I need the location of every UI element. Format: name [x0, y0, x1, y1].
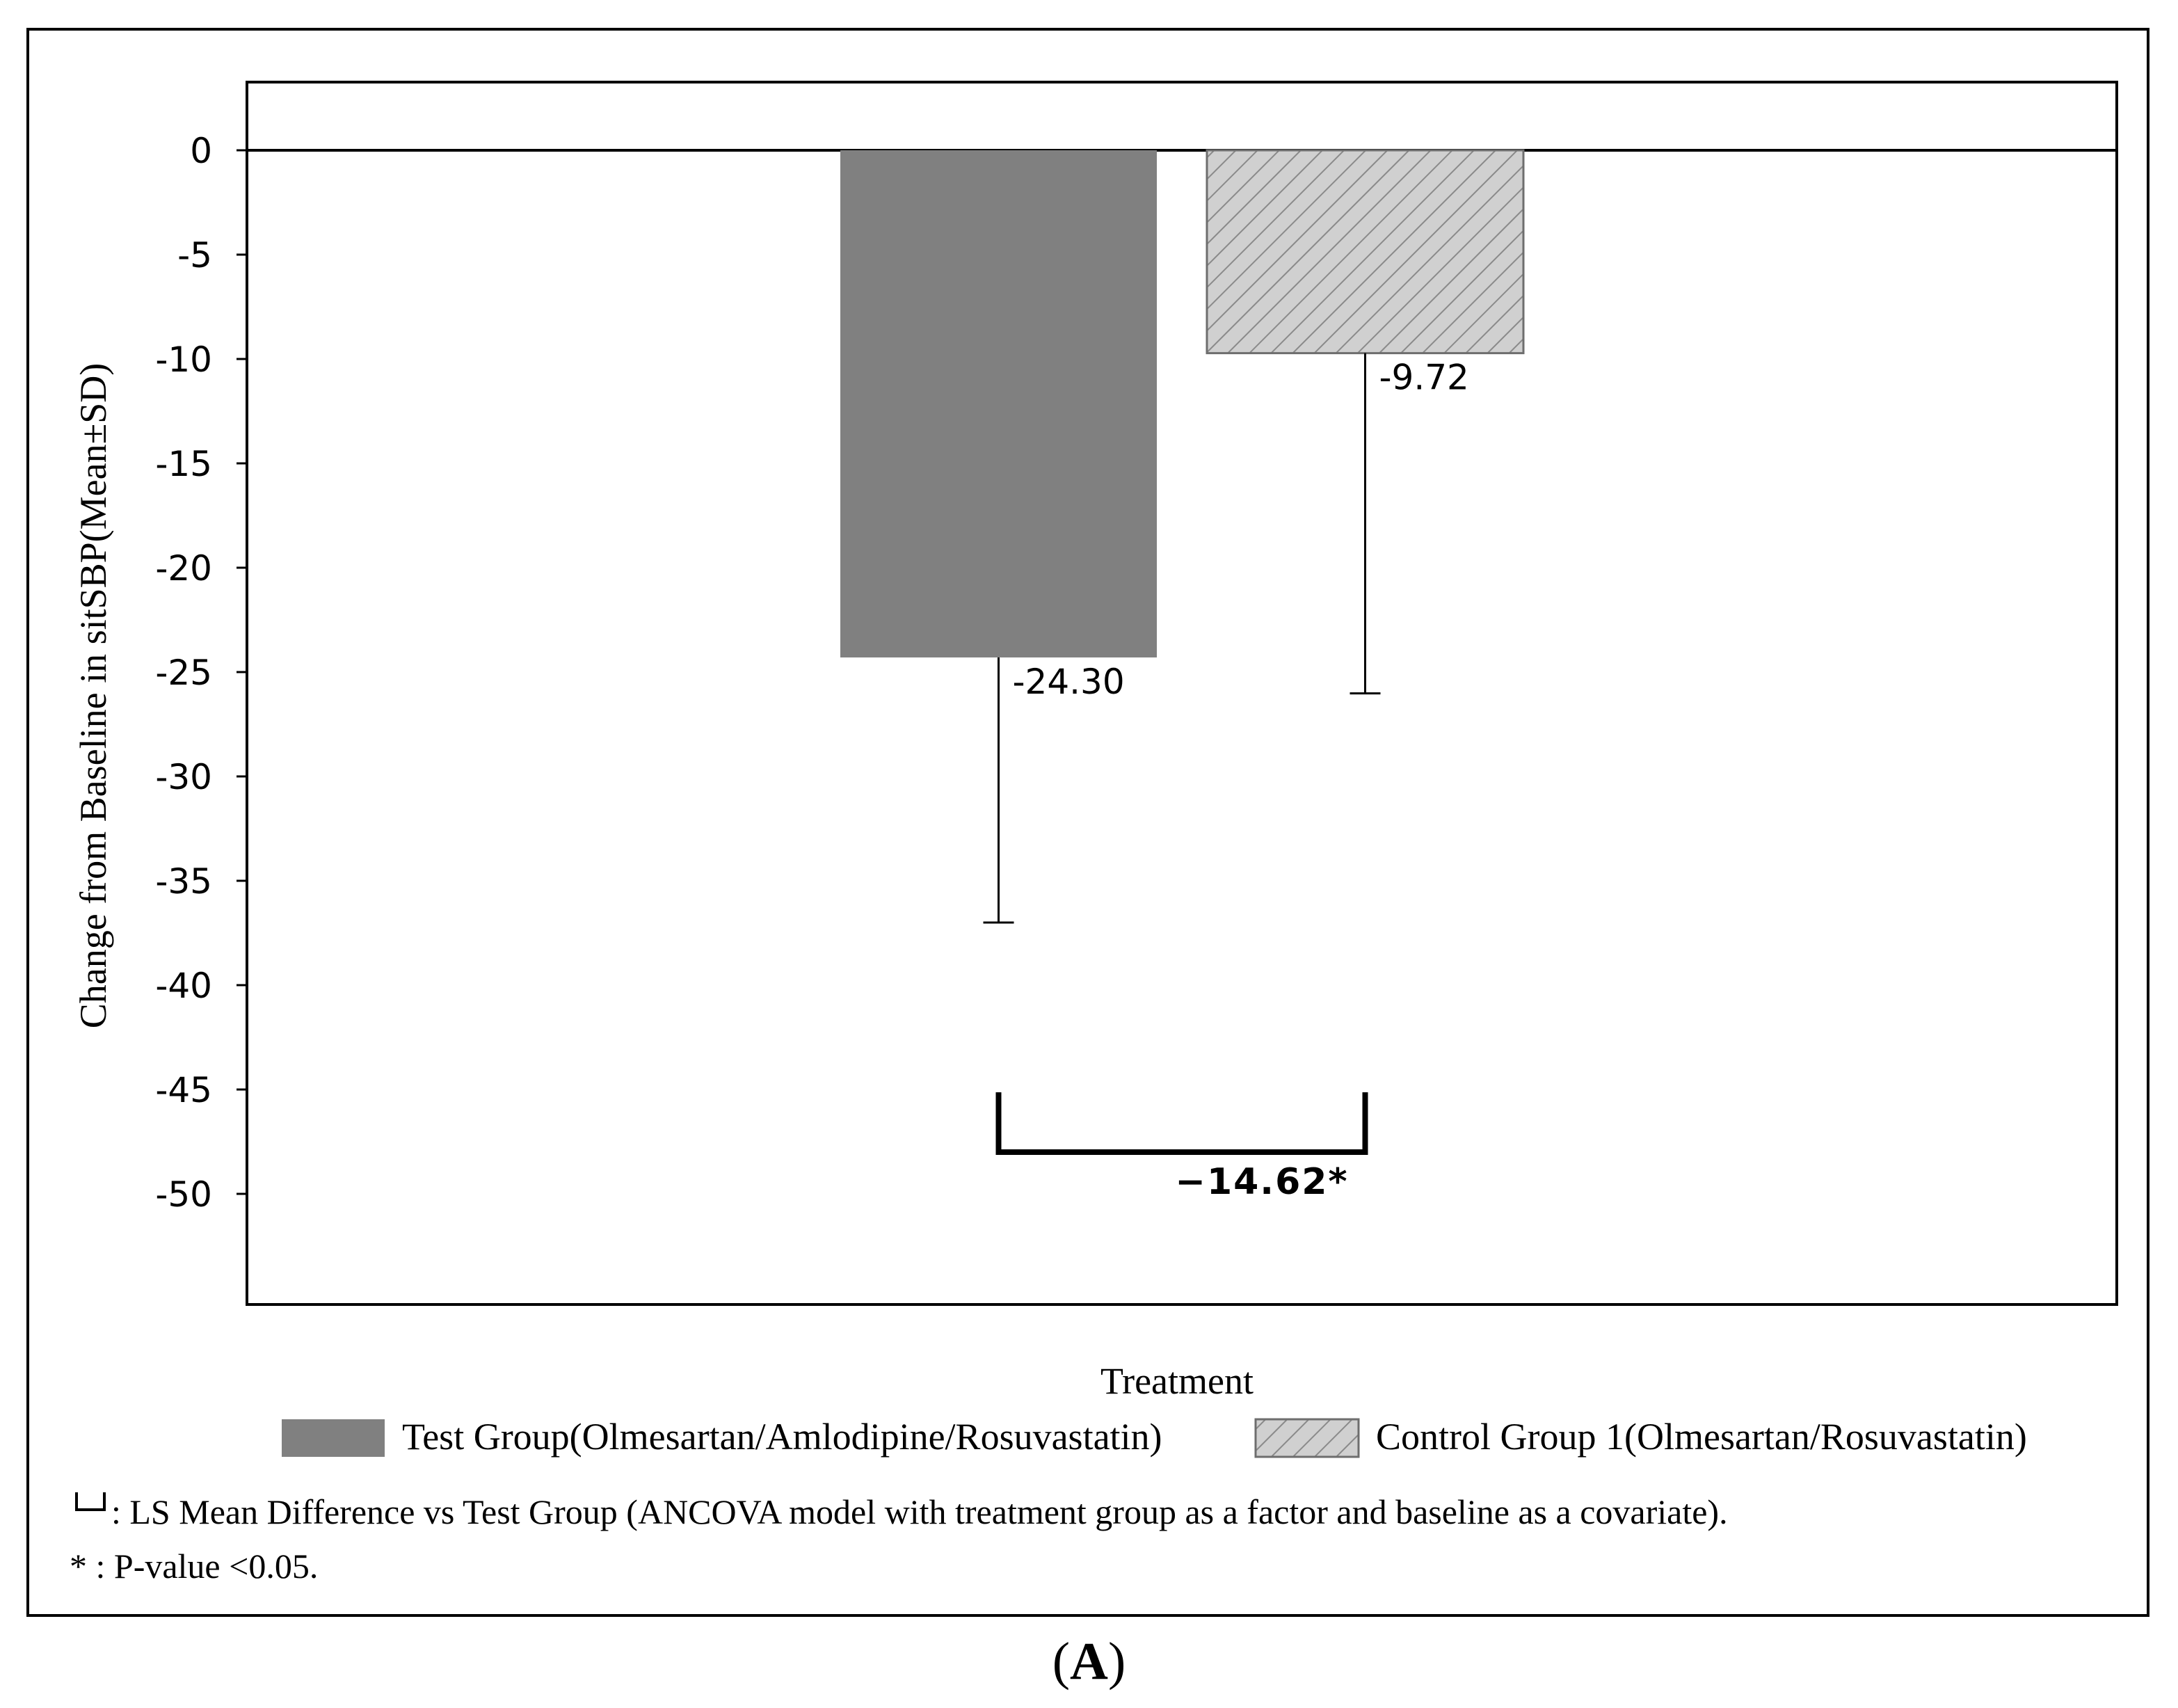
y-tick-label: -50 [155, 1174, 212, 1215]
bars [840, 149, 1525, 657]
comparison-bracket: −14.62* [995, 1092, 1368, 1203]
legend: Test Group(Olmesartan/Amlodipine/Rosuvas… [282, 1416, 2027, 1458]
y-tick-label: -35 [155, 861, 212, 902]
plot-area [246, 81, 2118, 1306]
bracket-symbol [75, 1492, 106, 1511]
legend-title: Treatment [1100, 1360, 1254, 1402]
legend-swatch [282, 1419, 385, 1457]
y-tick-label: -10 [155, 340, 212, 380]
bracket-footnote: : LS Mean Difference vs Test Group (ANCO… [111, 1492, 1728, 1531]
y-tick-label: -45 [155, 1070, 212, 1110]
bar-value-label: -9.72 [1379, 358, 1469, 398]
y-tick-label: -5 [177, 235, 212, 276]
panel-letter: A [1070, 1632, 1108, 1691]
comparison-bracket-line [995, 1092, 1368, 1155]
comparison-value-label: −14.62* [1175, 1161, 1348, 1203]
bar [840, 150, 1157, 657]
y-tick-label: -25 [155, 653, 212, 693]
value-labels: -24.30 -9.72 [1013, 358, 1469, 702]
error-bars [983, 353, 1381, 924]
panel-label: (A) [1052, 1632, 1126, 1691]
y-tick-label: -20 [155, 548, 212, 589]
bar [1206, 149, 1525, 355]
legend-label: Test Group(Olmesartan/Amlodipine/Rosuvas… [402, 1416, 1162, 1458]
figure-frame [26, 28, 2149, 1617]
bar-value-label: -24.30 [1013, 662, 1125, 702]
y-tick-label: -30 [155, 757, 212, 797]
significance-footnote: * : P-value <0.05. [70, 1547, 318, 1586]
y-tick-label: -15 [155, 444, 212, 484]
legend-label: Control Group 1(Olmesartan/Rosuvastatin) [1376, 1416, 2027, 1458]
y-axis: 0 -5 -10 -15 -20 -25 -30 -35 -40 -45 -50 [155, 131, 247, 1215]
y-axis-label: Change from Baseline in sitSBP(Mean±SD) [72, 363, 114, 1029]
y-tick-label: -40 [155, 966, 212, 1006]
legend-swatch [1254, 1418, 1360, 1458]
y-tick-label: 0 [190, 131, 212, 171]
